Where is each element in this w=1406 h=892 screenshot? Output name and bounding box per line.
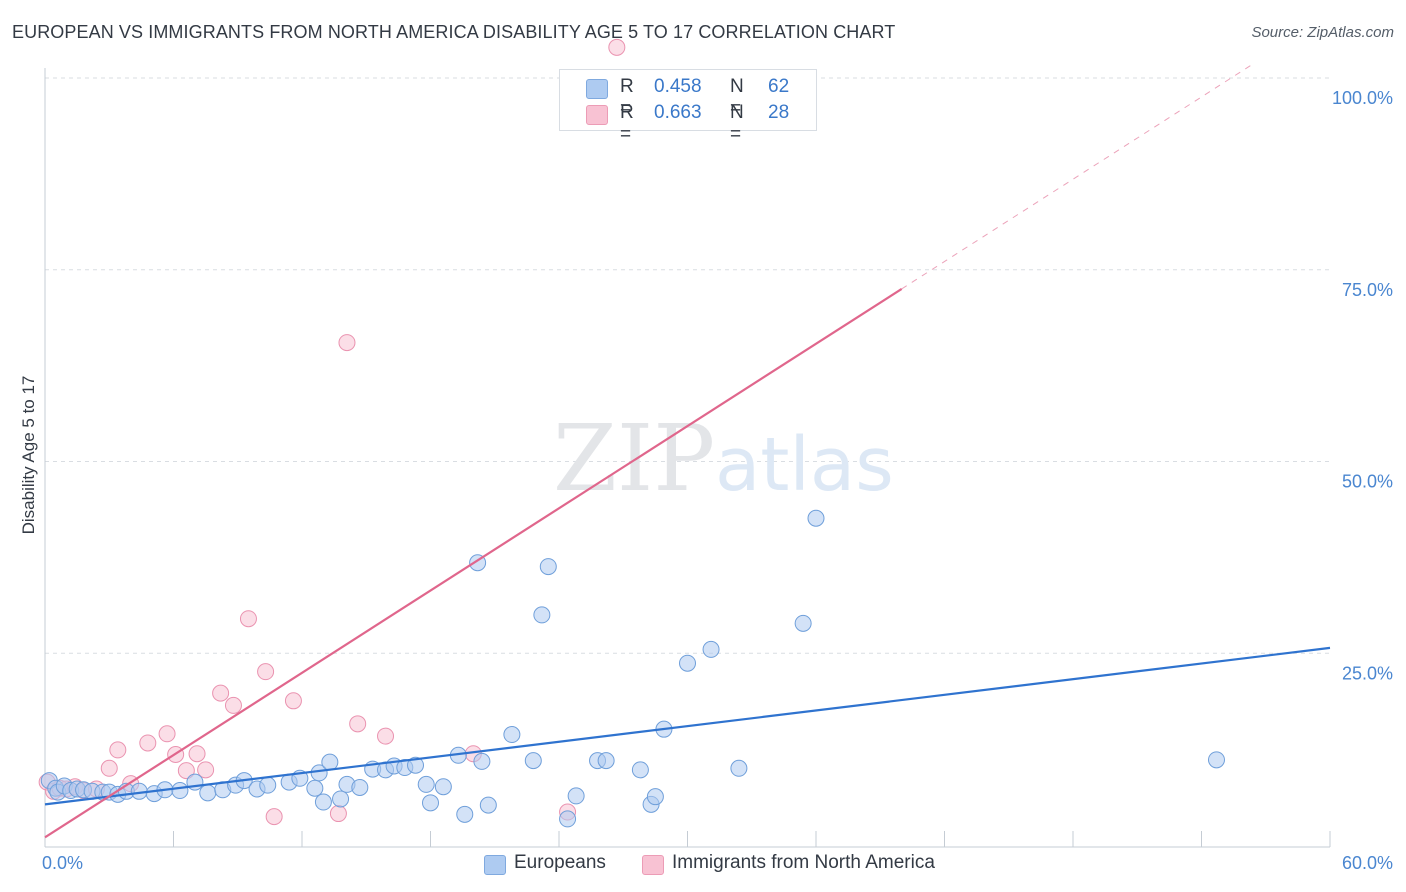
europeans-point	[422, 794, 439, 812]
europeans-point	[314, 793, 332, 811]
europeans-point	[332, 790, 350, 808]
europeans-point	[1207, 751, 1225, 769]
europeans-point	[646, 788, 664, 806]
immigrants-point	[139, 734, 157, 752]
y-tick-label: 100.0%	[1332, 88, 1393, 108]
legend-label: Immigrants from North America	[672, 852, 935, 873]
immigrants-point	[329, 805, 347, 823]
europeans-point	[559, 810, 577, 828]
y-tick-label: 75.0%	[1342, 280, 1393, 300]
immigrants-point	[338, 334, 356, 352]
europeans-point	[702, 640, 720, 658]
europeans-point	[503, 726, 521, 744]
x-tick-label: 0.0%	[42, 853, 83, 873]
europeans-point	[567, 787, 585, 805]
europeans-point	[807, 509, 825, 527]
immigrants-point	[349, 715, 367, 733]
europeans-point	[679, 654, 696, 672]
y-tick-label: 50.0%	[1342, 472, 1393, 492]
r-value: 0.458	[654, 76, 702, 97]
r-value: 0.663	[654, 102, 702, 123]
europeans-trendline	[44, 646, 1331, 806]
chart-title: EUROPEAN VS IMMIGRANTS FROM NORTH AMERIC…	[12, 22, 896, 42]
europeans-point	[631, 761, 649, 779]
europeans-point	[417, 775, 435, 793]
europeans-point	[351, 778, 369, 796]
immigrants-point	[284, 692, 302, 710]
immigrants-point	[158, 725, 176, 743]
legend-label: Europeans	[514, 852, 606, 873]
immigrants-point	[177, 762, 195, 780]
series-legend: Europeans Immigrants from North America	[0, 850, 1406, 880]
europeans-point	[597, 752, 615, 770]
europeans-point	[473, 752, 491, 770]
immigrants-point	[188, 745, 206, 763]
immigrants-point	[109, 741, 127, 759]
europeans-point	[456, 805, 474, 823]
immigrants-point	[257, 663, 275, 681]
immigrants-point	[377, 727, 395, 745]
n-label: N =	[730, 76, 744, 119]
europeans-point	[407, 756, 425, 774]
europeans-point	[321, 753, 339, 771]
europeans-point	[171, 782, 189, 800]
europeans-point	[539, 558, 557, 576]
immigrants-points	[38, 38, 626, 826]
europeans-points	[40, 509, 1225, 828]
y-axis-label: Disability Age 5 to 17	[19, 376, 38, 535]
europeans-point	[533, 606, 551, 624]
n-value: 28	[768, 102, 790, 123]
y-tick-label: 25.0%	[1342, 663, 1393, 683]
immigrants-point	[239, 610, 257, 628]
r-label: R =	[620, 76, 634, 119]
immigrants-point	[224, 696, 242, 714]
europeans-point	[794, 614, 812, 632]
n-label: N =	[730, 102, 744, 145]
source-credit: Source: ZipAtlas.com	[1251, 24, 1394, 41]
immigrants-point	[197, 761, 215, 779]
europeans-point	[434, 778, 452, 796]
europeans-point	[479, 796, 497, 814]
europeans-point	[199, 784, 217, 802]
n-value: 62	[768, 76, 790, 97]
axes	[44, 68, 1330, 848]
europeans-swatch	[586, 79, 608, 99]
x-tick-label: 60.0%	[1342, 853, 1393, 873]
immigrants-trendline-extension	[901, 62, 1256, 290]
r-label: R =	[620, 102, 634, 145]
immigrants-trendline	[44, 287, 903, 839]
europeans-point	[259, 776, 277, 794]
immigrants-swatch	[642, 855, 664, 875]
immigrants-swatch	[586, 105, 608, 125]
tick-labels: 25.0% 50.0% 75.0% 100.0% 0.0% 60.0%	[42, 88, 1393, 873]
europeans-point	[306, 779, 324, 797]
immigrants-point	[608, 38, 626, 56]
immigrants-point	[212, 684, 230, 702]
correlation-legend: R = 0.458 N = 62 R = 0.663 N = 28	[559, 69, 817, 145]
europeans-swatch	[484, 855, 506, 875]
europeans-point	[524, 752, 542, 770]
watermark: ZIP atlas	[553, 405, 894, 512]
immigrants-point	[265, 808, 283, 826]
watermark-atlas: atlas	[715, 422, 894, 508]
immigrants-point	[100, 759, 118, 777]
europeans-point	[730, 759, 748, 777]
trendlines	[44, 62, 1331, 839]
